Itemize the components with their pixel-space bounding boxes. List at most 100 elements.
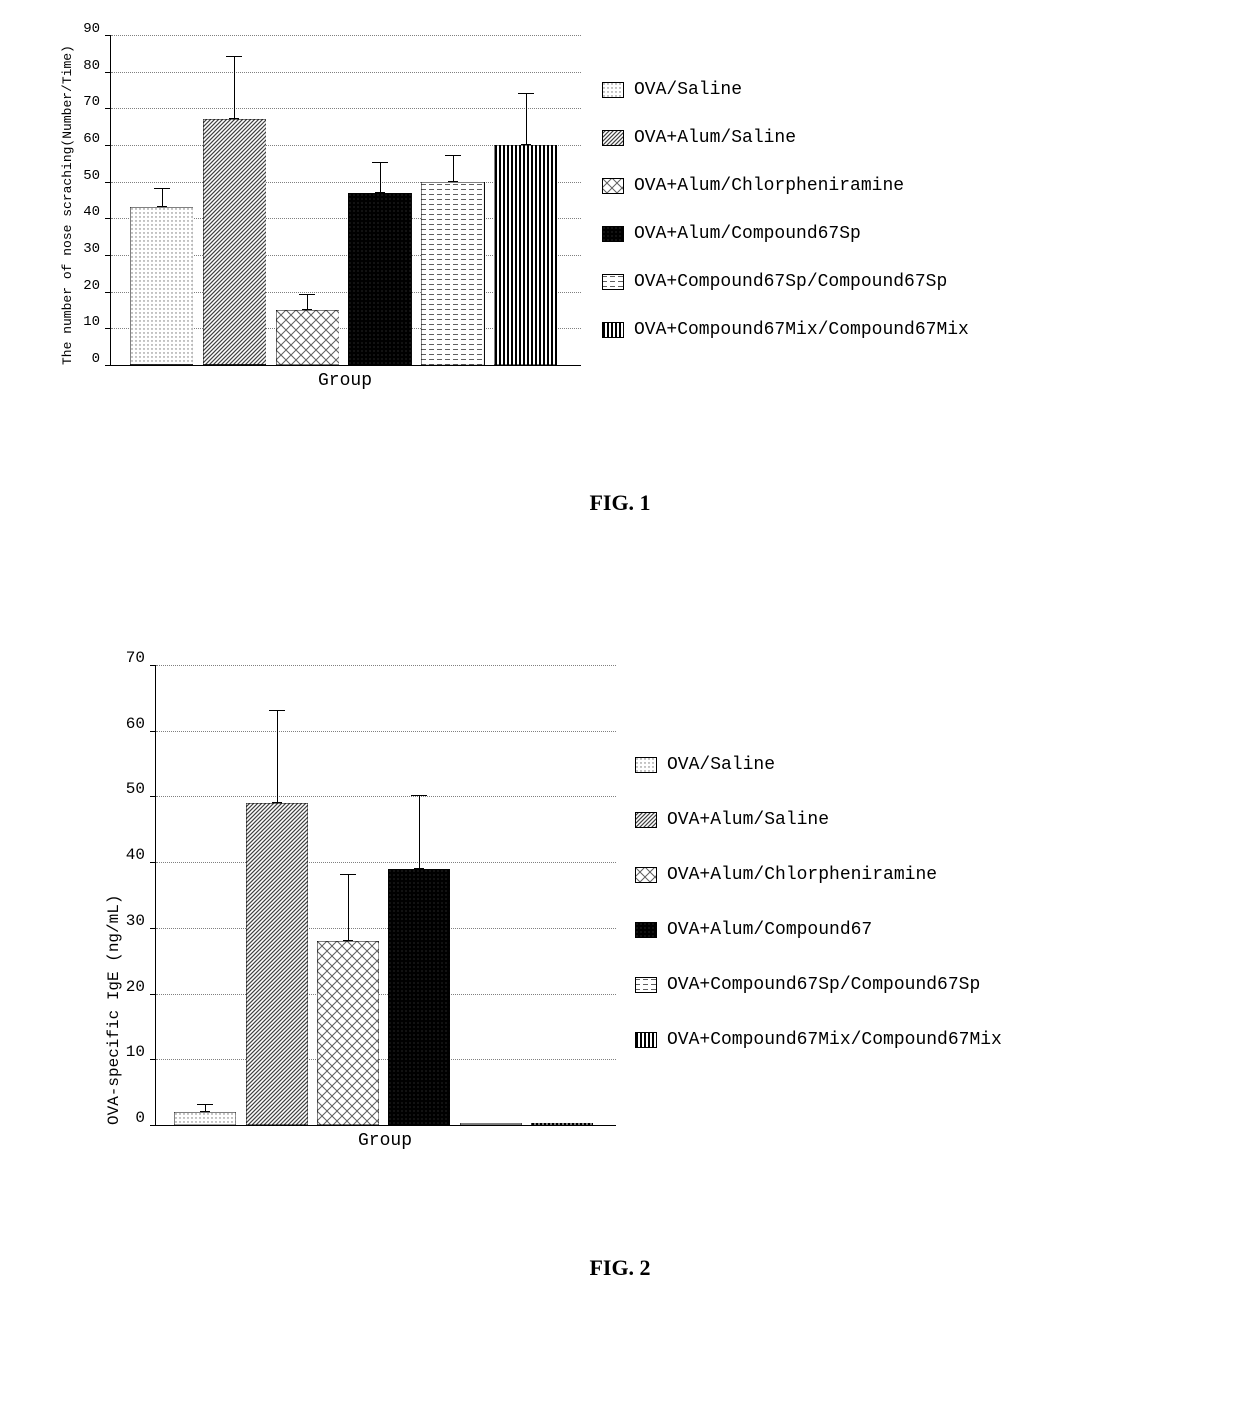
tick-mark — [105, 72, 111, 73]
gridline — [156, 994, 616, 995]
legend-label: OVA+Compound67Sp/Compound67Sp — [634, 272, 947, 292]
figure-2-caption: FIG. 2 — [0, 1255, 1240, 1281]
tick-mark — [150, 796, 156, 797]
legend-item: OVA+Compound67Mix/Compound67Mix — [635, 1030, 1002, 1050]
error-bar — [162, 189, 163, 207]
legend-item: OVA+Alum/Compound67Sp — [602, 224, 861, 244]
tick-mark — [105, 35, 111, 36]
error-bar — [234, 57, 235, 119]
legend-swatch — [602, 322, 624, 338]
tick-mark — [150, 665, 156, 666]
bar — [531, 1123, 593, 1125]
legend-label: OVA+Alum/Compound67Sp — [634, 224, 861, 244]
bar — [130, 207, 193, 365]
legend-label: OVA+Compound67Mix/Compound67Mix — [634, 320, 969, 340]
error-bar — [307, 295, 308, 310]
legend-label: OVA/Saline — [634, 80, 742, 100]
tick-mark — [105, 292, 111, 293]
legend-item: OVA+Alum/Saline — [602, 128, 796, 148]
tick-mark — [105, 218, 111, 219]
gridline — [156, 665, 616, 666]
legend-swatch — [602, 82, 624, 98]
legend-item: OVA+Alum/Chlorpheniramine — [635, 865, 937, 885]
tick-mark — [105, 145, 111, 146]
error-cap — [343, 940, 353, 941]
error-cap — [272, 802, 282, 803]
gridline — [156, 796, 616, 797]
plot-area — [155, 665, 616, 1126]
legend-item: OVA+Compound67Mix/Compound67Mix — [602, 320, 969, 340]
legend-item: OVA+Alum/Chlorpheniramine — [602, 176, 904, 196]
legend-label: OVA+Alum/Chlorpheniramine — [634, 176, 904, 196]
legend-item: OVA+Compound67Sp/Compound67Sp — [602, 272, 947, 292]
error-cap — [445, 155, 461, 156]
tick-mark — [150, 1059, 156, 1060]
gridline — [111, 35, 581, 36]
legend-swatch — [602, 178, 624, 194]
legend-swatch — [635, 867, 657, 883]
bar — [317, 941, 379, 1125]
figure-2: 010203040506070OVA-specific IgE (ng/mL)G… — [0, 650, 1240, 1350]
error-cap — [521, 144, 531, 145]
tick-mark — [105, 108, 111, 109]
gridline — [111, 72, 581, 73]
error-cap — [411, 795, 427, 796]
bar — [460, 1123, 522, 1125]
legend-label: OVA+Compound67Mix/Compound67Mix — [667, 1030, 1002, 1050]
tick-mark — [105, 328, 111, 329]
legend-item: OVA/Saline — [635, 755, 775, 775]
bar — [246, 803, 308, 1125]
legend-swatch — [635, 922, 657, 938]
error-cap — [372, 162, 388, 163]
legend-label: OVA+Alum/Saline — [667, 810, 829, 830]
legend-item: OVA/Saline — [602, 80, 742, 100]
error-bar — [380, 163, 381, 192]
bar — [276, 310, 339, 365]
error-cap — [154, 188, 170, 189]
error-bar — [277, 711, 278, 803]
bar — [203, 119, 266, 365]
chart-1: 0102030405060708090The number of nose sc… — [0, 20, 1240, 425]
legend-label: OVA+Alum/Chlorpheniramine — [667, 865, 937, 885]
tick-mark — [150, 994, 156, 995]
tick-mark — [150, 928, 156, 929]
legend-label: OVA+Compound67Sp/Compound67Sp — [667, 975, 980, 995]
legend-label: OVA+Alum/Compound67 — [667, 920, 872, 940]
x-axis-label: Group — [110, 371, 580, 391]
bar — [174, 1112, 236, 1125]
gridline — [156, 862, 616, 863]
gridline — [111, 108, 581, 109]
error-cap — [269, 710, 285, 711]
legend-label: OVA+Alum/Saline — [634, 128, 796, 148]
legend-item: OVA+Alum/Saline — [635, 810, 829, 830]
error-cap — [340, 874, 356, 875]
legend-item: OVA+Compound67Sp/Compound67Sp — [635, 975, 980, 995]
error-bar — [453, 156, 454, 182]
legend-item: OVA+Alum/Compound67 — [635, 920, 872, 940]
y-axis-label: The number of nose scraching(Number/Time… — [60, 45, 75, 365]
bar — [388, 869, 450, 1125]
tick-mark — [150, 862, 156, 863]
y-axis-label: OVA-specific IgE (ng/mL) — [105, 895, 123, 1125]
tick-mark — [105, 365, 111, 366]
x-axis-label: Group — [155, 1131, 615, 1151]
bar — [421, 182, 484, 365]
figure-1: 0102030405060708090The number of nose sc… — [0, 20, 1240, 620]
legend-swatch — [635, 812, 657, 828]
figure-1-caption: FIG. 1 — [0, 490, 1240, 516]
error-cap — [448, 181, 458, 182]
legend-swatch — [602, 226, 624, 242]
gridline — [156, 1059, 616, 1060]
legend-swatch — [635, 757, 657, 773]
tick-mark — [150, 1125, 156, 1126]
error-cap — [226, 56, 242, 57]
legend-swatch — [602, 274, 624, 290]
gridline — [156, 928, 616, 929]
error-bar — [348, 875, 349, 941]
page: { "fig1": { "type": "bar", "caption": "F… — [0, 0, 1240, 1403]
error-bar — [419, 796, 420, 868]
bar — [348, 193, 411, 365]
error-cap — [518, 93, 534, 94]
error-cap — [157, 206, 167, 207]
legend-swatch — [602, 130, 624, 146]
